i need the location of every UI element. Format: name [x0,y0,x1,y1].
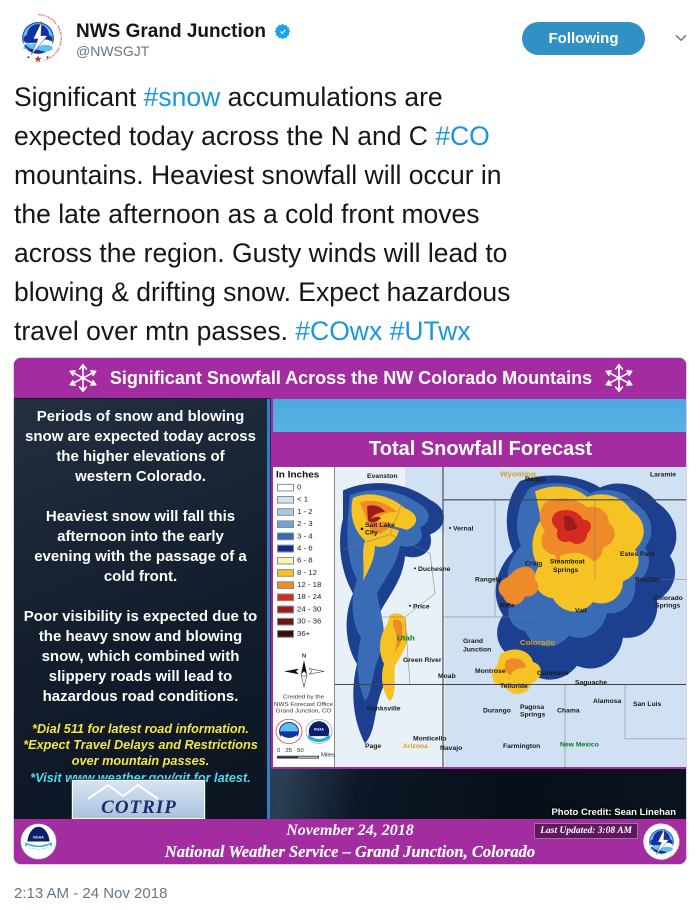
svg-text:Steamboat: Steamboat [550,559,586,566]
svg-text:Colorado: Colorado [520,638,555,647]
svg-text:Alamosa: Alamosa [593,698,622,705]
svg-text:COTRIP: COTRIP [101,797,177,818]
svg-text:NOAA: NOAA [314,728,325,732]
svg-text:Green River: Green River [403,657,442,664]
svg-text:Vernal: Vernal [453,526,474,533]
svg-text:Page: Page [365,743,382,750]
svg-text:Springs: Springs [553,567,579,574]
svg-text:Grand: Grand [463,638,483,645]
svg-text:Arizona: Arizona [403,743,428,750]
svg-text:Saguache: Saguache [575,680,607,687]
svg-text:Price: Price [413,604,430,611]
svg-text:Rangely: Rangely [475,577,502,584]
svg-text:Vail: Vail [575,607,587,614]
svg-text:Estes Park: Estes Park [620,551,655,558]
svg-text:New Mexico: New Mexico [560,742,599,749]
svg-text:Springs: Springs [655,603,681,610]
svg-text:Utah: Utah [397,634,415,643]
svg-text:City: City [365,530,378,537]
svg-text:Colorado: Colorado [653,595,683,602]
svg-text:Baggs: Baggs [525,476,546,483]
svg-text:Gunnison: Gunnison [537,670,569,677]
svg-text:N: N [302,653,306,659]
svg-text:Hanksville: Hanksville [367,706,401,713]
svg-text:Moab: Moab [438,673,456,680]
svg-text:Durango: Durango [483,708,511,715]
svg-text:Monticello: Monticello [413,736,447,743]
svg-text:Laramie: Laramie [650,472,676,479]
svg-text:Farmington: Farmington [503,743,540,750]
svg-text:Duchesne: Duchesne [418,566,451,573]
svg-text:Craig: Craig [525,561,542,568]
svg-text:Chama: Chama [557,708,580,715]
svg-text:Springs: Springs [520,712,546,719]
svg-text:Boulder: Boulder [635,577,661,584]
svg-text:Junction: Junction [463,647,491,654]
svg-text:Salt Lake: Salt Lake [365,522,395,529]
svg-text:San Luis: San Luis [633,701,662,708]
svg-text:Telluride: Telluride [500,683,528,690]
svg-text:Montrose: Montrose [475,668,506,675]
svg-text:Evanston: Evanston [367,473,398,480]
svg-text:Pagosa: Pagosa [520,704,544,711]
svg-text:Rifle: Rifle [500,603,515,610]
svg-text:Navajo: Navajo [440,745,462,752]
